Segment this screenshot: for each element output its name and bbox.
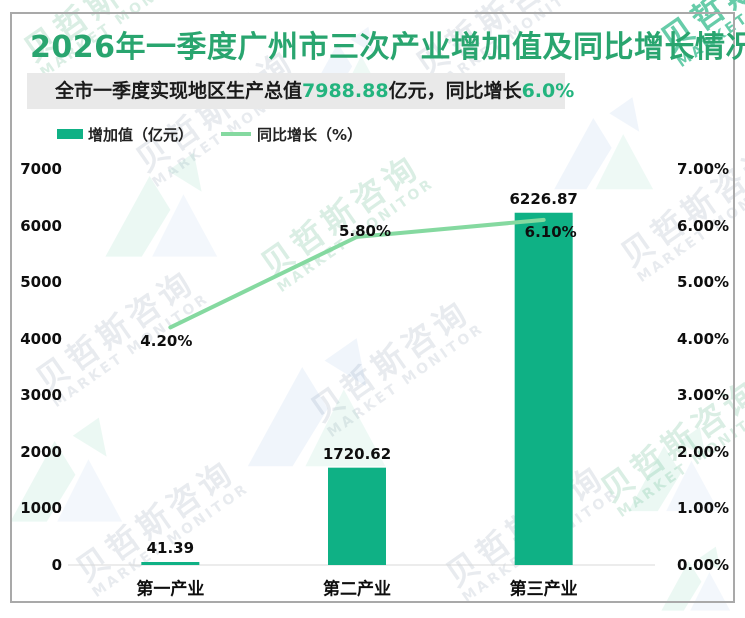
legend: 增加值（亿元） 同比增长（%） [57, 122, 362, 146]
legend-bar-label: 增加值（亿元） [88, 125, 194, 144]
y-axis-right-tick: 1.00% [677, 499, 730, 518]
bar-value-label: 1720.62 [322, 444, 392, 463]
y-axis-left-tick: 4000 [20, 329, 62, 348]
y-axis-right-tick: 3.00% [677, 386, 730, 405]
y-axis-left-tick: 5000 [20, 273, 62, 292]
y-axis-right-tick: 0.00% [677, 556, 730, 574]
y-axis-right-tick: 2.00% [677, 442, 730, 461]
x-axis-category-label: 第一产业 [136, 579, 205, 600]
bar-value-label: 6226.87 [509, 189, 578, 208]
line-value-label: 6.10% [524, 222, 577, 241]
bar-第二产业 [328, 467, 386, 565]
bar-第一产业 [141, 562, 200, 565]
y-axis-left-tick: 3000 [20, 386, 62, 405]
y-axis-left-tick: 1000 [20, 499, 62, 518]
legend-line-label: 同比增长（%） [257, 125, 363, 144]
chart-card: 2026年一季度广州市三次产业增加值及同比增长情况 全市一季度实现地区生产总值7… [10, 12, 745, 603]
legend-line-swatch-icon [221, 132, 252, 136]
x-axis-category-label: 第三产业 [509, 579, 578, 600]
bar-第三产业 [514, 212, 573, 566]
y-axis-right-tick: 6.00% [677, 216, 730, 235]
subtitle-text-mid: 亿元，同比增长 [388, 80, 522, 102]
y-axis-left-tick: 2000 [20, 442, 62, 461]
y-axis-right-tick: 5.00% [677, 273, 730, 292]
legend-bar-swatch-icon [57, 129, 83, 139]
subtitle-gdp-value: 7988.88 [302, 80, 389, 102]
line-value-label: 4.20% [140, 332, 193, 351]
bar-value-label: 41.39 [146, 539, 195, 557]
subtitle-banner: 全市一季度实现地区生产总值7988.88亿元，同比增长6.0% [27, 73, 574, 109]
subtitle-growth-value: 6.0% [521, 80, 575, 102]
x-axis-category-label: 第二产业 [323, 579, 391, 600]
y-axis-right-tick: 4.00% [677, 329, 730, 348]
line-value-label: 5.80% [338, 221, 392, 240]
y-axis-left-tick: 7000 [20, 160, 62, 178]
y-axis-right-tick: 7.00% [677, 160, 730, 178]
chart-title: 2026年一季度广州市三次产业增加值及同比增长情况 [30, 30, 745, 65]
y-axis-left-tick: 6000 [20, 216, 62, 235]
subtitle-text: 全市一季度实现地区生产总值 [55, 80, 303, 102]
y-axis-left-tick: 0 [51, 556, 62, 574]
